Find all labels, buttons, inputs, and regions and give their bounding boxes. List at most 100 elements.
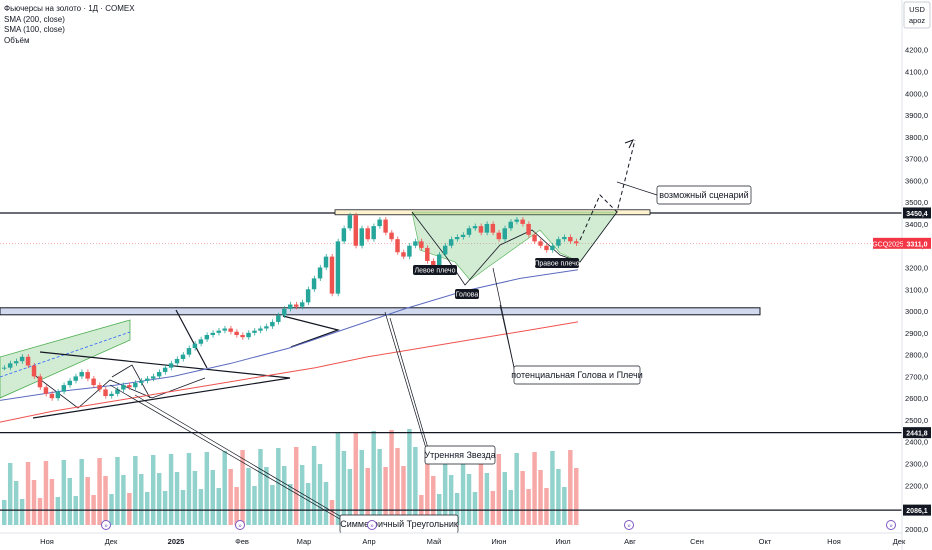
- volume-bar: [323, 482, 329, 525]
- x-tick-label: Авг: [624, 537, 636, 546]
- candle-body: [317, 267, 323, 279]
- volume-bar: [538, 470, 543, 525]
- price-label-bg: [903, 207, 931, 219]
- candle-body: [460, 234, 466, 238]
- volume-bar: [85, 477, 90, 525]
- volume-bar: [240, 450, 245, 525]
- candle-body: [413, 241, 418, 246]
- volume-bar: [562, 487, 567, 525]
- volume-bar: [234, 487, 239, 525]
- candle-body: [13, 361, 19, 364]
- volume-bar: [353, 432, 359, 525]
- volume-bar: [341, 451, 347, 525]
- candle-body: [7, 363, 13, 368]
- candle-body: [162, 367, 168, 373]
- pattern-label-bg: [455, 289, 479, 299]
- y-tick-label: 2500,0: [905, 416, 928, 425]
- candle-body: [419, 241, 424, 248]
- volume-bar: [210, 470, 216, 525]
- candle-body: [323, 256, 329, 268]
- candle-body: [49, 393, 55, 399]
- y-tick-label: 3000,0: [905, 307, 928, 316]
- legend-sma100[interactable]: SMA (100, close): [4, 25, 65, 34]
- volume-bar: [109, 494, 114, 525]
- legend-title[interactable]: Фьючерсы на золото · 1Д · COMEX: [4, 4, 135, 13]
- candle-body: [276, 315, 281, 322]
- candle-body: [97, 385, 102, 390]
- candle-body: [246, 332, 251, 338]
- currency-unit: арoz: [909, 16, 926, 25]
- volume-bar: [550, 451, 555, 525]
- candle-body: [288, 304, 293, 309]
- candle-body: [67, 380, 73, 386]
- volume-bar: [371, 431, 376, 525]
- volume-bar: [490, 491, 496, 525]
- price-label: 3450,4: [906, 211, 928, 218]
- y-tick-label: 3800,0: [905, 133, 928, 142]
- candle-body: [401, 252, 406, 257]
- volume-bar: [383, 467, 388, 525]
- x-tick-label: Окт: [759, 537, 772, 546]
- candle-body: [442, 245, 448, 255]
- volume-bar: [186, 453, 192, 525]
- candle-body: [186, 348, 192, 355]
- event-icon-glyph: »: [238, 524, 242, 530]
- candle-body: [454, 237, 460, 240]
- volume-bar: [258, 449, 263, 525]
- candle-body: [73, 376, 78, 381]
- annotation-box: [656, 185, 752, 205]
- candle-body: [395, 239, 400, 253]
- currency-box: [903, 1, 931, 29]
- x-tick-label: Сен: [690, 537, 704, 546]
- volume-bar: [377, 449, 382, 525]
- sma100-line: [0, 269, 579, 401]
- price-label-bg: [903, 427, 931, 439]
- candle-body: [436, 254, 442, 268]
- candle-body: [19, 356, 25, 362]
- legend-volume[interactable]: Объём: [4, 35, 30, 45]
- candle-body: [240, 335, 245, 338]
- candle-body: [91, 378, 96, 386]
- callout-line: [109, 384, 346, 523]
- candle-body: [121, 385, 126, 390]
- candle-body: [228, 328, 233, 332]
- volume-bar: [317, 464, 323, 525]
- volume-bar: [478, 455, 484, 525]
- volume-bar: [246, 468, 251, 525]
- volume-bar: [127, 493, 132, 525]
- candle-body: [2, 367, 7, 369]
- candle-body: [133, 382, 138, 388]
- volume-bar: [568, 450, 573, 525]
- volume-bar: [37, 498, 43, 525]
- volume-bar: [204, 452, 210, 525]
- candle-body: [431, 260, 436, 268]
- candle-body: [37, 376, 43, 388]
- candle-body: [252, 330, 257, 333]
- candle-body: [258, 328, 263, 331]
- candle-body: [264, 326, 269, 329]
- volume-bar: [25, 462, 31, 525]
- candle-body: [508, 221, 513, 229]
- candle-body: [425, 247, 430, 261]
- candle-body: [198, 339, 204, 344]
- candle-body: [347, 215, 353, 229]
- volume-bar: [252, 486, 257, 525]
- volume-bar: [222, 451, 227, 525]
- volume-bar: [395, 448, 400, 525]
- volume-bar: [442, 457, 448, 525]
- event-icon: [101, 520, 111, 530]
- event-icon: [624, 520, 634, 530]
- volume-bar: [305, 483, 311, 525]
- candle-body: [31, 365, 37, 377]
- symbol-badge: [873, 237, 903, 249]
- candle-body: [139, 380, 144, 383]
- event-icon-glyph: »: [104, 524, 108, 530]
- y-tick-label: 2200,0: [905, 481, 928, 490]
- candle-body: [556, 239, 561, 246]
- x-tick-label: Апр: [362, 537, 375, 546]
- legend-sma200[interactable]: SMA (200, close): [4, 14, 65, 24]
- event-icon: [367, 520, 377, 530]
- candle-body: [371, 226, 376, 240]
- volume-bar: [19, 499, 25, 525]
